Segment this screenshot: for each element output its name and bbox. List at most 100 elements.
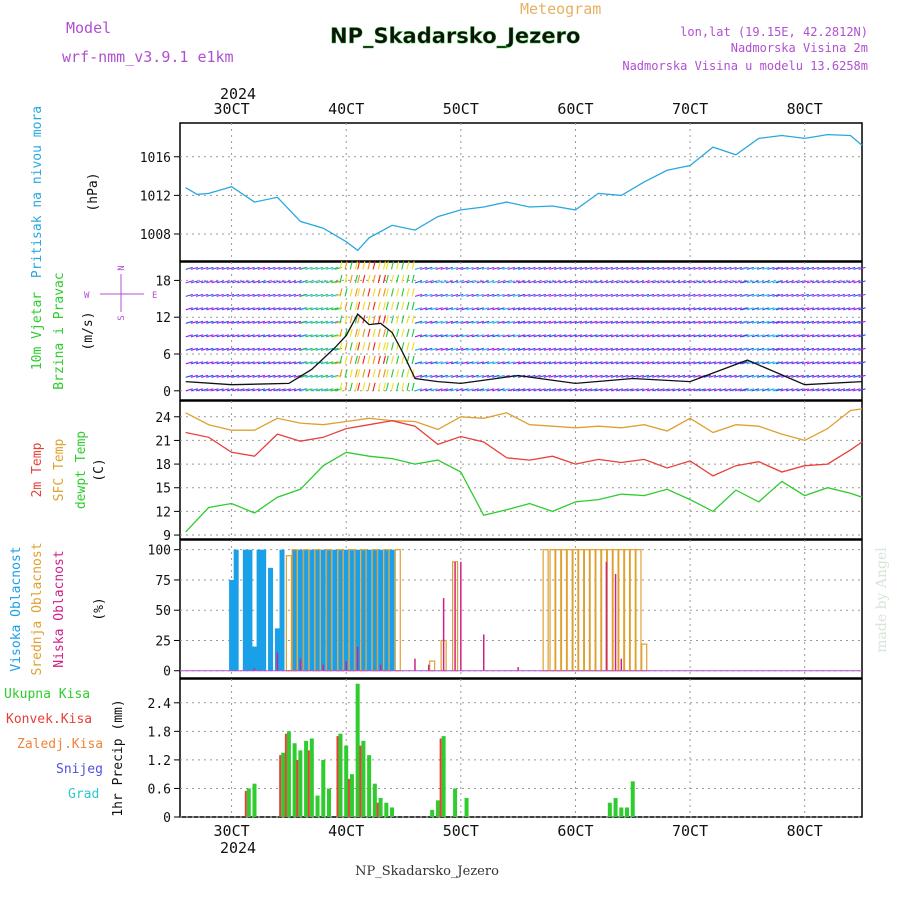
wind-barb — [476, 334, 485, 338]
wind-barb — [512, 361, 521, 365]
wind-barb — [257, 374, 266, 378]
wind-barb — [461, 320, 469, 324]
wind-barb — [221, 307, 229, 311]
wind-barb — [445, 266, 454, 270]
wind-barb — [858, 320, 866, 324]
wind-barb — [543, 347, 552, 351]
wind-barb — [517, 347, 526, 351]
wind-barb — [713, 347, 722, 351]
wind-barb — [461, 334, 469, 338]
elevation-label: Nadmorska Visina 2m — [731, 41, 868, 55]
wind-barb — [837, 388, 846, 392]
wind-barb — [414, 320, 423, 324]
wind-barb — [775, 347, 784, 351]
wind-barb — [445, 374, 454, 378]
wind-barb — [507, 266, 515, 270]
wind-barb — [273, 388, 281, 392]
wind-barb — [646, 347, 655, 351]
wind-unit: (m/s) — [81, 311, 96, 350]
wind-barb — [331, 374, 339, 378]
wind-barb — [713, 334, 722, 338]
wind-barb — [554, 334, 562, 338]
wind-barb — [641, 266, 650, 270]
wind-barb — [411, 342, 415, 351]
wind-barb — [372, 355, 376, 364]
wind-barb — [377, 301, 381, 310]
wind-barb — [396, 288, 400, 297]
wind-barb — [517, 266, 526, 270]
wind-barb — [331, 280, 339, 284]
wind-barb — [456, 361, 464, 365]
wind-barb — [693, 266, 701, 270]
wind-barb — [262, 320, 271, 324]
wind-barb — [430, 347, 438, 351]
wind-barb — [362, 328, 366, 337]
wind-barb — [315, 374, 323, 378]
wind-barb — [471, 374, 479, 378]
wind-barb — [574, 374, 583, 378]
cloud-high-bar — [383, 549, 389, 671]
wind-barb — [734, 347, 742, 351]
wind-barb — [822, 280, 830, 284]
wind-barb — [507, 293, 515, 297]
wind-barb — [621, 334, 629, 338]
wind-barb — [801, 307, 809, 311]
cloud-mid-label: Srednja Oblacnost — [30, 542, 45, 675]
wind-barb — [190, 361, 199, 365]
wind-barb — [242, 334, 250, 338]
wind-barb — [729, 266, 737, 270]
wind-barb — [751, 334, 760, 338]
wind-barb — [385, 382, 389, 391]
wind-barb — [339, 355, 343, 364]
wind-barb — [734, 320, 742, 324]
pressure-ylabel: Pritisak na nivou mora — [30, 106, 45, 278]
wind-barb — [456, 347, 464, 351]
wind-barb — [344, 382, 348, 391]
wind-barb — [278, 293, 286, 297]
wind-barb — [278, 347, 286, 351]
wind-barb — [487, 280, 495, 284]
wind-barb — [842, 320, 851, 324]
wind-barb — [232, 374, 240, 378]
wind-barb — [237, 361, 245, 365]
wind-barb — [471, 361, 479, 365]
wind-barb — [533, 388, 541, 392]
wind-barb — [564, 320, 572, 324]
wind-barb — [646, 334, 655, 338]
wind-barb — [268, 361, 276, 365]
wind-barb — [293, 334, 302, 338]
wind-barb — [425, 374, 433, 378]
wind-barb — [320, 293, 329, 297]
wind-barb — [305, 374, 313, 378]
wind-barb — [466, 307, 474, 311]
wind-barb — [195, 280, 204, 284]
wind-barb — [564, 280, 572, 284]
wind-barb — [344, 315, 348, 324]
wind-barb — [300, 266, 308, 270]
wind-barb — [492, 266, 500, 270]
wind-barb — [401, 355, 405, 364]
wind-barb — [817, 374, 825, 378]
wind-barb — [595, 388, 603, 392]
wind-barb — [688, 293, 696, 297]
wind-barb — [775, 374, 784, 378]
wind-barb — [435, 361, 443, 365]
wind-barb — [372, 301, 376, 310]
wind-barb — [822, 320, 830, 324]
wind-barb — [579, 388, 588, 392]
wind-barb — [252, 280, 260, 284]
wind-barb — [492, 307, 500, 311]
wind-barb — [190, 280, 199, 284]
wind-barb — [713, 320, 722, 324]
wind-barb — [414, 374, 423, 378]
wind-barb — [746, 293, 754, 297]
wind-barb — [211, 374, 219, 378]
wind-barb — [288, 293, 297, 297]
wind-barb — [554, 307, 562, 311]
wind-barb — [512, 280, 521, 284]
wind-barb — [206, 293, 214, 297]
wind-barb — [288, 334, 297, 338]
wind-barb — [385, 369, 389, 378]
wind-barb — [344, 288, 348, 297]
wind-barb — [662, 334, 670, 338]
